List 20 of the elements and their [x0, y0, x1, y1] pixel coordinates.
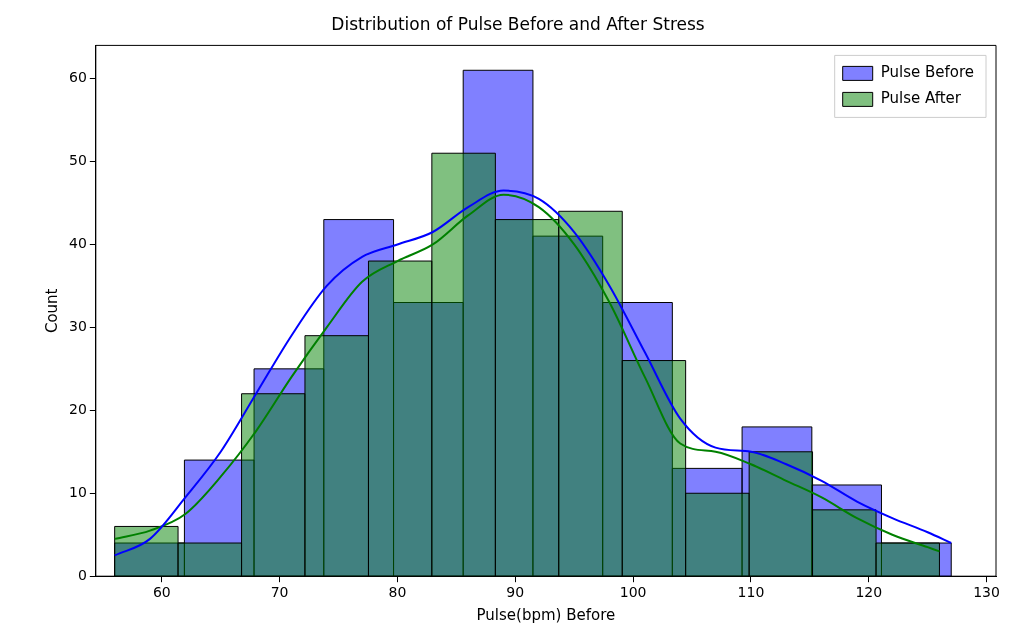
- y-tick-label: 30: [68, 318, 87, 335]
- x-tick-label: 120: [855, 584, 883, 601]
- x-tick-label: 100: [619, 584, 647, 601]
- y-tick-label: 0: [77, 566, 87, 583]
- y-tick-label: 40: [68, 235, 87, 252]
- x-tick-label: 60: [152, 584, 171, 601]
- x-tick-label: 70: [270, 584, 289, 601]
- x-axis-title: Pulse(bpm) Before: [476, 605, 616, 624]
- y-tick-label: 10: [68, 483, 87, 500]
- y-tick-label: 50: [68, 152, 87, 169]
- chart-title: Distribution of Pulse Before and After Stress: [331, 13, 705, 34]
- x-tick-label: 130: [973, 584, 1000, 601]
- y-tick-label: 60: [68, 69, 87, 86]
- legend-label: Pulse After: [880, 89, 962, 108]
- x-tick-label: 110: [737, 584, 765, 601]
- legend-label: Pulse Before: [880, 63, 974, 82]
- y-axis-title: Count: [42, 288, 61, 334]
- y-tick-label: 20: [68, 400, 87, 417]
- x-tick-label: 90: [506, 584, 525, 601]
- x-tick-label: 80: [388, 584, 407, 601]
